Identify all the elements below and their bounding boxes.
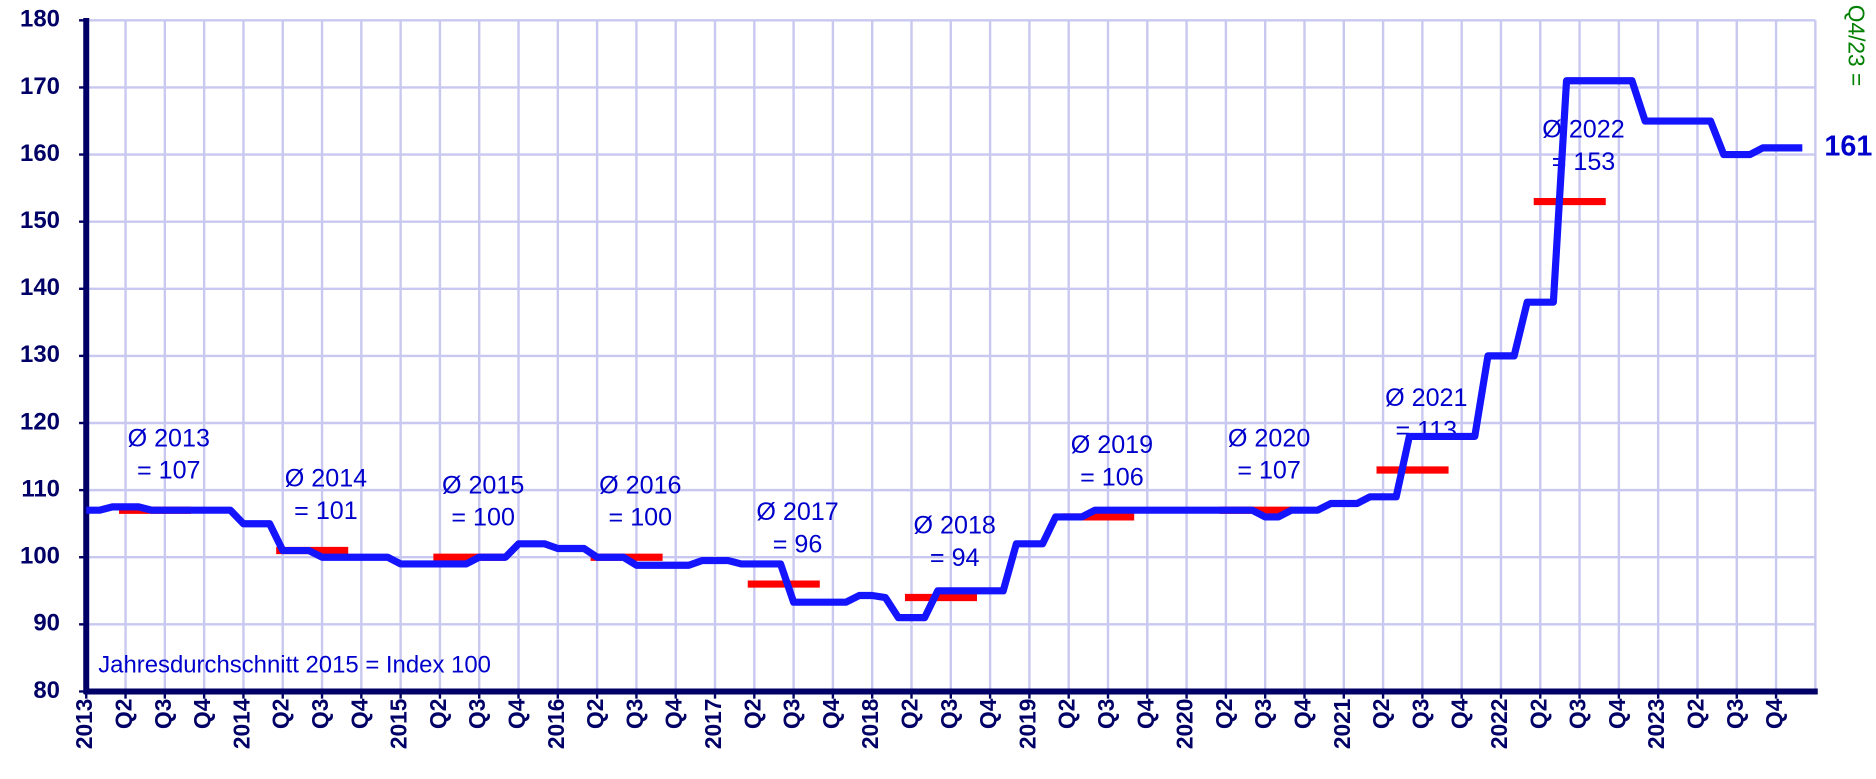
x-tick-label: Q4 bbox=[661, 698, 687, 729]
x-tick-label: Q2 bbox=[739, 699, 765, 729]
x-tick-label: Q3 bbox=[936, 699, 962, 729]
x-tick-label: Q2 bbox=[1054, 699, 1080, 729]
y-tick-label: 130 bbox=[20, 341, 60, 368]
x-tick-label: Q4 bbox=[1132, 698, 1158, 729]
average-value-label: = 101 bbox=[294, 497, 358, 525]
x-tick-label: Q4 bbox=[1289, 698, 1315, 729]
x-tick-label: Q3 bbox=[464, 699, 490, 729]
y-tick-label: 170 bbox=[20, 73, 60, 100]
average-label: Ø 2020 bbox=[1228, 424, 1310, 452]
y-tick-label: 180 bbox=[20, 6, 60, 33]
x-tick-label: Q2 bbox=[1525, 699, 1551, 729]
x-tick-label: 2019 bbox=[1014, 699, 1040, 750]
x-tick-label: Q3 bbox=[1407, 699, 1433, 729]
average-value-label: = 100 bbox=[609, 504, 673, 532]
average-value-label: = 96 bbox=[773, 530, 823, 558]
x-tick-label: Q4 bbox=[818, 698, 844, 729]
x-tick-label: Q4 bbox=[1761, 698, 1787, 729]
y-tick-label: 140 bbox=[20, 274, 60, 301]
x-tick-label: Q2 bbox=[1682, 699, 1708, 729]
annotation: Jahresdurchschnitt 2015 = Index 100 bbox=[98, 652, 491, 679]
x-tick-label: Q4 bbox=[1447, 698, 1473, 729]
x-tick-label: Q3 bbox=[1565, 699, 1591, 729]
x-tick-label: Q3 bbox=[1722, 699, 1748, 729]
x-tick-label: Q2 bbox=[111, 699, 137, 729]
x-tick-label: Q2 bbox=[1368, 699, 1394, 729]
x-tick-label: 2021 bbox=[1329, 699, 1355, 750]
x-tick-label: Q3 bbox=[307, 699, 333, 729]
x-tick-label: Q3 bbox=[1093, 699, 1119, 729]
average-value-label: = 107 bbox=[1237, 457, 1301, 485]
average-label: Ø 2017 bbox=[756, 498, 838, 526]
x-tick-label: Q2 bbox=[425, 699, 451, 729]
y-tick-label: 80 bbox=[33, 677, 60, 704]
x-tick-label: 2017 bbox=[700, 699, 726, 750]
average-label: Ø 2022 bbox=[1542, 116, 1624, 144]
average-label: Ø 2019 bbox=[1071, 431, 1153, 459]
x-tick-label: Q4 bbox=[189, 698, 215, 729]
x-tick-label: Q2 bbox=[268, 699, 294, 729]
x-tick-label: 2016 bbox=[543, 699, 569, 750]
x-tick-label: 2015 bbox=[386, 699, 412, 750]
x-tick-label: 2013 bbox=[71, 699, 97, 750]
y-tick-label: 120 bbox=[20, 408, 60, 435]
x-tick-label: 2022 bbox=[1486, 699, 1512, 750]
average-label: Ø 2018 bbox=[914, 512, 996, 540]
y-tick-label: 160 bbox=[20, 140, 60, 167]
average-value-label: = 113 bbox=[1395, 416, 1457, 444]
last-label: Q4/23 = bbox=[1843, 5, 1869, 86]
x-tick-label: 2020 bbox=[1172, 699, 1198, 750]
x-tick-label: Q2 bbox=[897, 699, 923, 729]
x-tick-label: Q3 bbox=[779, 699, 805, 729]
last-value: 161 bbox=[1824, 130, 1872, 162]
x-tick-label: Q4 bbox=[504, 698, 530, 729]
y-tick-label: 110 bbox=[21, 475, 60, 502]
x-tick-label: Q2 bbox=[1211, 699, 1237, 729]
average-label: Ø 2013 bbox=[128, 424, 210, 452]
average-value-label: = 100 bbox=[451, 504, 515, 532]
average-value-label: = 94 bbox=[930, 544, 980, 572]
average-label: Ø 2014 bbox=[285, 465, 367, 493]
average-label: Ø 2016 bbox=[599, 471, 681, 499]
x-tick-label: Q2 bbox=[582, 699, 608, 729]
average-label: Ø 2015 bbox=[442, 471, 524, 499]
x-tick-label: 2018 bbox=[857, 699, 883, 750]
average-value-label: = 107 bbox=[137, 457, 201, 485]
average-label: Ø 2021 bbox=[1385, 384, 1467, 412]
x-tick-label: Q3 bbox=[150, 699, 176, 729]
x-tick-label: Q4 bbox=[975, 698, 1001, 729]
x-tick-label: 2014 bbox=[228, 698, 254, 749]
x-tick-label: Q3 bbox=[1250, 699, 1276, 729]
average-value-label: = 106 bbox=[1080, 463, 1144, 491]
x-tick-label: Q3 bbox=[621, 699, 647, 729]
x-tick-label: Q4 bbox=[1604, 698, 1630, 729]
y-tick-label: 100 bbox=[20, 543, 60, 570]
y-tick-label: 90 bbox=[33, 610, 60, 637]
x-tick-label: Q4 bbox=[346, 698, 372, 729]
x-tick-label: 2023 bbox=[1643, 699, 1669, 750]
y-tick-label: 150 bbox=[20, 207, 60, 234]
data-line bbox=[86, 77, 1803, 622]
